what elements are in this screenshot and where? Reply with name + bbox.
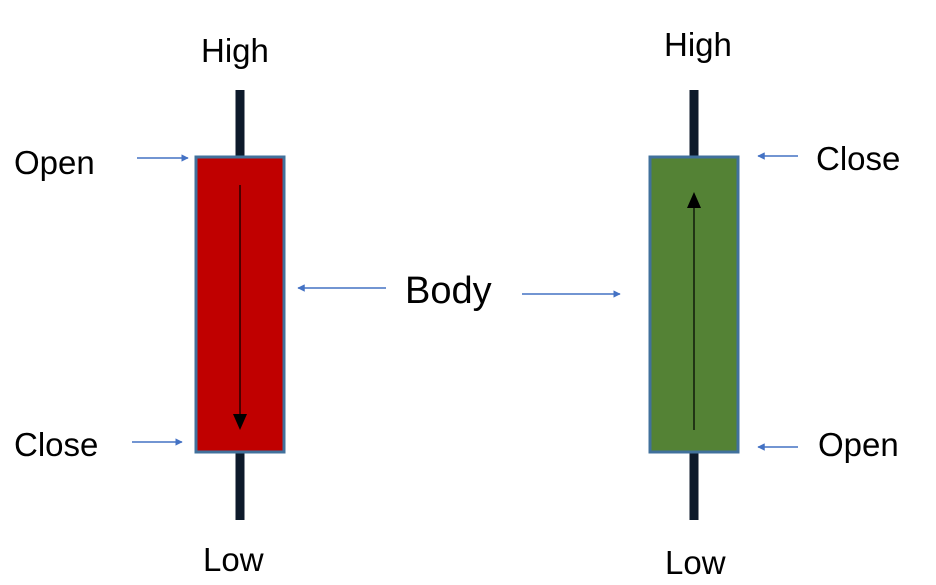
- bearish-close-label: Close: [14, 426, 99, 463]
- bearish-low-label: Low: [203, 541, 264, 578]
- bullish-low-label: Low: [665, 544, 726, 581]
- bearish-candle: [194, 90, 286, 520]
- bullish-high-label: High: [664, 26, 732, 63]
- bullish-candle: [648, 90, 740, 520]
- bullish-open-label: Open: [818, 426, 899, 463]
- body-label: Body: [405, 270, 492, 312]
- bullish-close-label: Close: [816, 140, 901, 177]
- up-arrow-icon: [687, 192, 701, 208]
- bearish-open-label: Open: [14, 144, 95, 181]
- down-arrow-icon: [233, 414, 247, 430]
- bearish-high-label: High: [201, 32, 269, 69]
